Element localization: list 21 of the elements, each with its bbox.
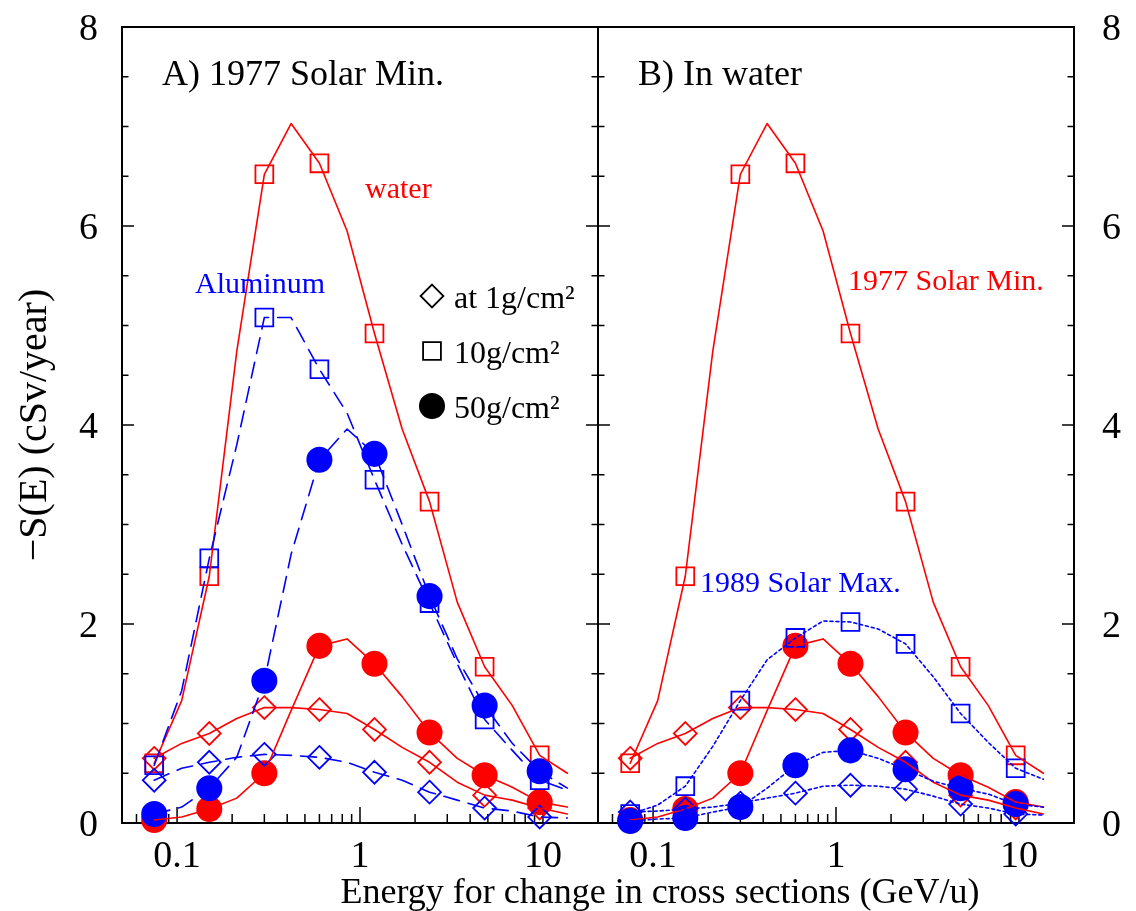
y-tick-label: 0 bbox=[79, 802, 98, 844]
y-tick-label: 0 bbox=[1102, 802, 1121, 844]
text: B) In water bbox=[638, 53, 802, 93]
annotation: 10g/cm² bbox=[454, 334, 560, 370]
y-tick-label: 4 bbox=[79, 404, 98, 446]
series-label: 1977 Solar Min. bbox=[848, 263, 1044, 296]
y-tick-label: 8 bbox=[79, 6, 98, 48]
y-tick-label: 2 bbox=[1102, 603, 1121, 645]
series-label: water bbox=[365, 171, 432, 204]
annotation: at 1g/cm² bbox=[454, 279, 575, 315]
y-tick-label: 8 bbox=[1102, 6, 1121, 48]
y-tick-label: 6 bbox=[1102, 205, 1121, 247]
y-axis-title: −S(E) (cSv/year) bbox=[10, 288, 55, 562]
annotation: 50g/cm² bbox=[454, 389, 560, 425]
y-tick-label: 6 bbox=[79, 205, 98, 247]
y-tick-label: 4 bbox=[1102, 404, 1121, 446]
text: A) 1977 Solar Min. bbox=[162, 53, 444, 93]
series-label: 1989 Solar Max. bbox=[700, 565, 901, 598]
x-tick-label: 0.1 bbox=[153, 833, 201, 875]
y-tick-label: 2 bbox=[79, 603, 98, 645]
x-tick-label: 10 bbox=[999, 833, 1038, 875]
